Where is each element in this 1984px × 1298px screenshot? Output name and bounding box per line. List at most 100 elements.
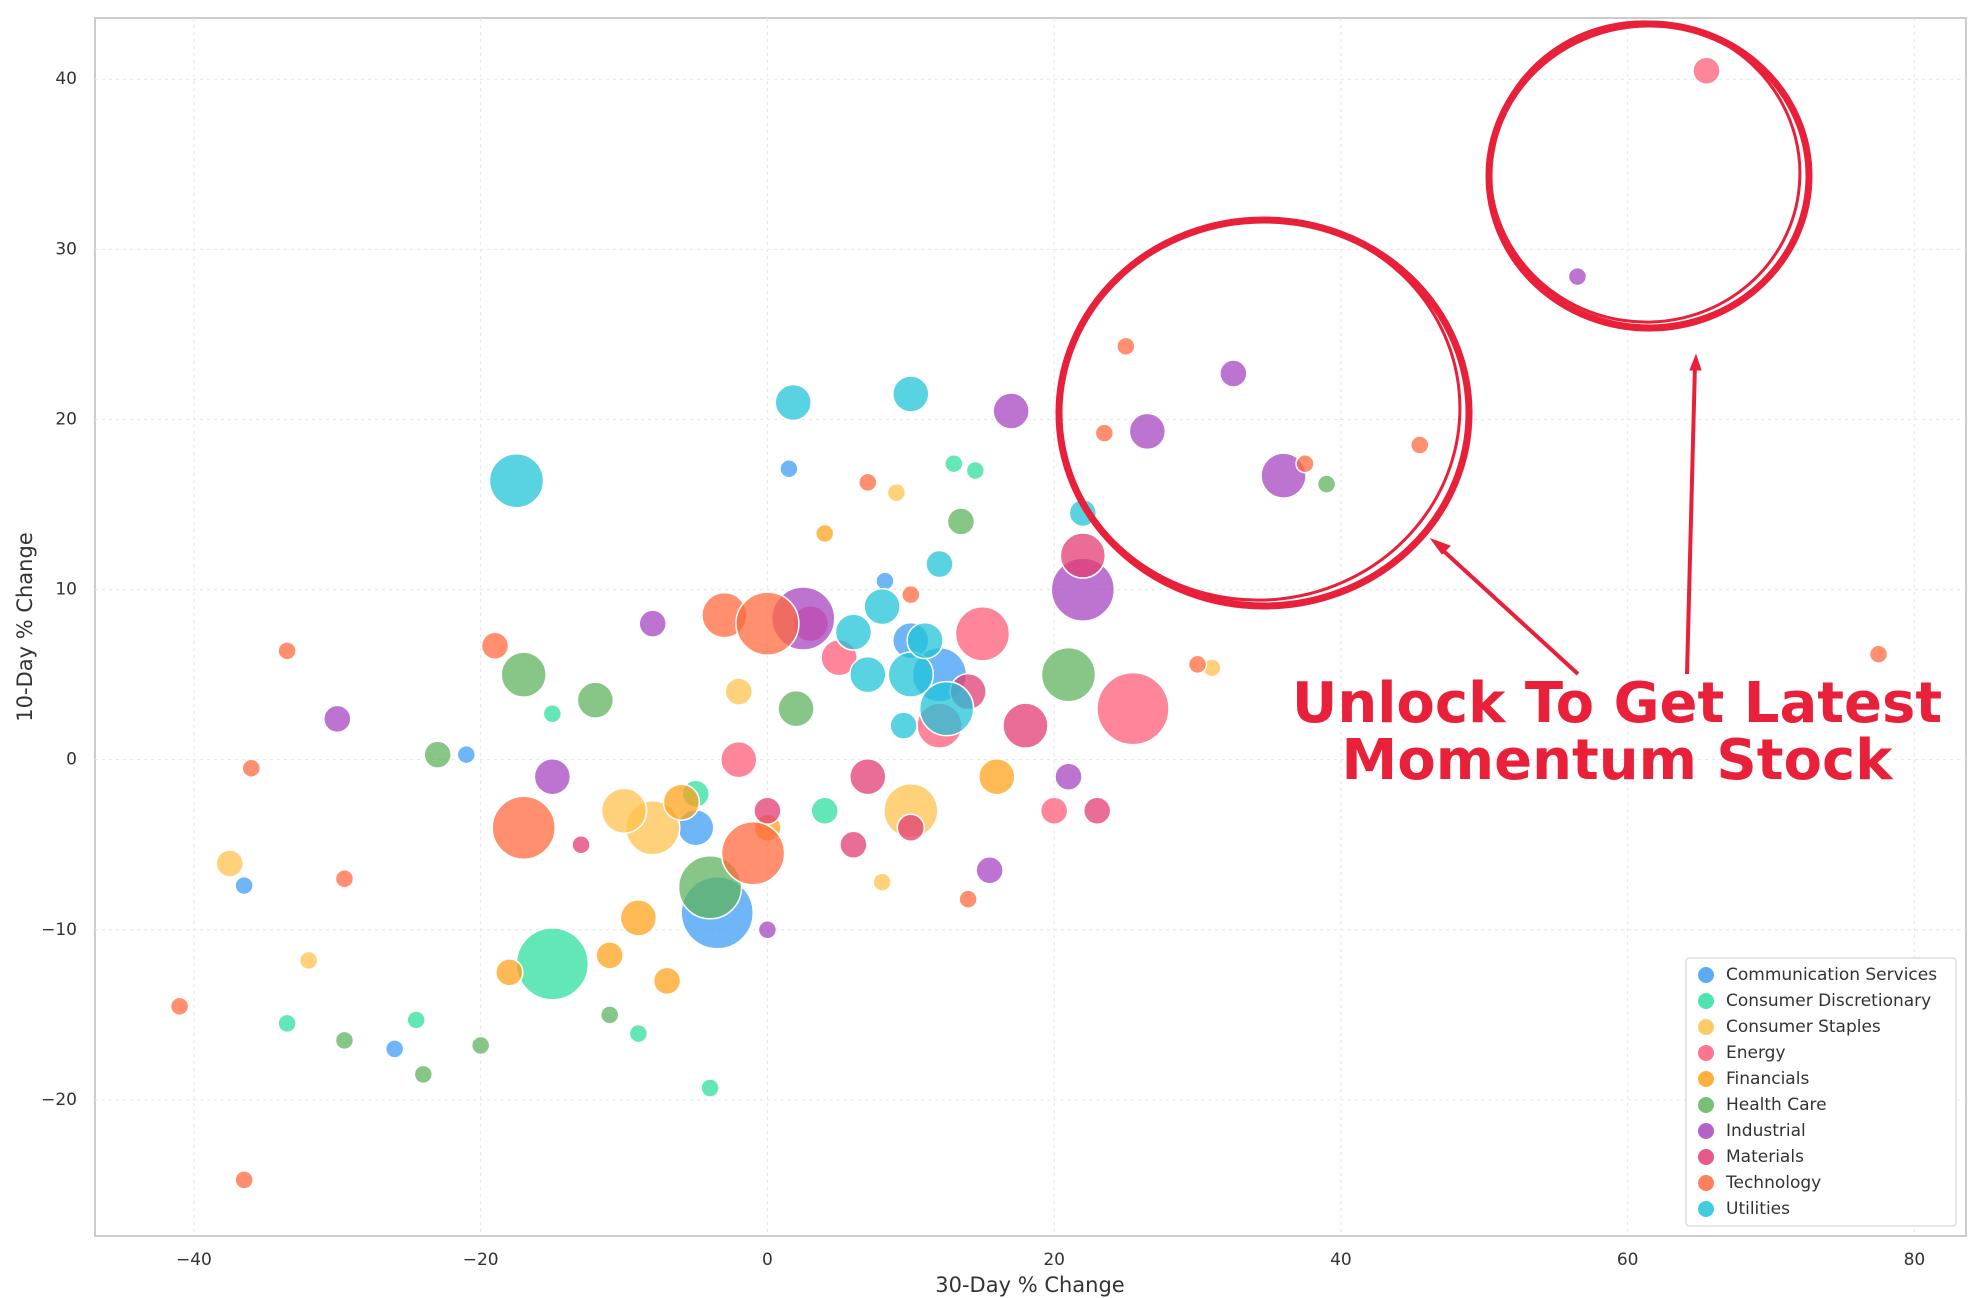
- bubble: [298, 950, 319, 971]
- legend-marker: [1698, 1201, 1714, 1217]
- bubble: [901, 584, 921, 605]
- bubble: [1094, 423, 1115, 443]
- bubble: [488, 452, 545, 509]
- bubble: [849, 757, 887, 796]
- bubble: [886, 482, 907, 503]
- legend-label: Technology: [1725, 1173, 1821, 1193]
- x-tick-label: 20: [1043, 1250, 1065, 1270]
- y-tick-label: 30: [55, 239, 77, 259]
- bubble: [1219, 359, 1248, 388]
- legend-label: Industrial: [1726, 1121, 1806, 1141]
- legend-marker: [1698, 1123, 1714, 1139]
- legend-label: Energy: [1726, 1043, 1786, 1063]
- bubble: [965, 460, 986, 481]
- legend-box: [1685, 957, 1957, 1227]
- bubble: [491, 795, 556, 860]
- x-tick-label: 40: [1330, 1250, 1352, 1270]
- marks: [169, 56, 1889, 1190]
- bubble: [334, 1030, 355, 1051]
- x-axis-label: 30-Day % Change: [935, 1273, 1124, 1297]
- bubble: [515, 927, 590, 1001]
- bubble: [975, 856, 1004, 885]
- bubble: [724, 677, 753, 706]
- bubble: [599, 1005, 620, 1025]
- bubble: [1082, 796, 1112, 825]
- bubble: [406, 1010, 426, 1030]
- bubble: [958, 889, 978, 909]
- x-tick-label: 0: [762, 1250, 773, 1270]
- highlight-circle: [1488, 20, 1802, 324]
- bubble: [757, 920, 778, 940]
- bubble: [595, 941, 624, 970]
- plot-frame: [94, 17, 1967, 1237]
- y-tick-label: −10: [41, 920, 77, 940]
- legend-label: Health Care: [1726, 1095, 1827, 1115]
- bubble: [892, 375, 930, 413]
- bubble: [495, 958, 524, 987]
- bubble: [858, 472, 878, 493]
- bubble: [334, 869, 355, 889]
- legend-marker: [1698, 967, 1714, 983]
- bubble: [815, 523, 835, 544]
- bubble: [863, 587, 901, 626]
- y-tick-label: −20: [41, 1090, 77, 1110]
- bubble: [1868, 644, 1889, 664]
- bubble: [638, 609, 667, 638]
- bubble: [384, 1039, 405, 1059]
- bubble: [1002, 702, 1049, 749]
- legend-label: Consumer Staples: [1726, 1017, 1881, 1037]
- legend: Communication Services Consumer Discretio…: [1685, 957, 1957, 1227]
- bubble: [1054, 762, 1083, 791]
- bubble: [1187, 654, 1208, 675]
- bubble: [774, 383, 812, 422]
- bubble: [700, 1078, 720, 1098]
- arrow: [1435, 543, 1580, 676]
- bubble: [277, 641, 297, 661]
- y-tick-label: 10: [55, 580, 77, 600]
- legend-marker: [1698, 1045, 1714, 1061]
- bubble: [720, 820, 786, 886]
- legend-label: Financials: [1726, 1069, 1809, 1089]
- bubble: [456, 744, 477, 765]
- bubble: [906, 621, 944, 660]
- bubble: [1116, 336, 1136, 357]
- bubble: [628, 1023, 649, 1044]
- y-axis-label: 10-Day % Change: [13, 532, 37, 721]
- bubble: [234, 1170, 254, 1190]
- bubble: [1096, 671, 1170, 746]
- bubble: [662, 783, 701, 821]
- bubble: [470, 1035, 491, 1056]
- bubble: [423, 740, 452, 769]
- bubble: [571, 834, 591, 855]
- legend-label: Utilities: [1726, 1199, 1790, 1219]
- bubble: [323, 704, 352, 734]
- bubble: [277, 1013, 297, 1034]
- highlight-circle: [1058, 218, 1462, 602]
- bubble: [1059, 532, 1107, 579]
- bubble: [1316, 474, 1337, 494]
- x-tick-label: −40: [176, 1250, 212, 1270]
- bubble: [735, 591, 800, 656]
- bubble: [480, 631, 510, 660]
- bubble: [234, 875, 254, 896]
- legend-marker: [1698, 1097, 1714, 1113]
- legend-label: Communication Services: [1726, 965, 1937, 985]
- legend-marker: [1698, 1149, 1714, 1165]
- y-tick-label: 20: [55, 409, 77, 429]
- bubble: [215, 849, 245, 878]
- bubble: [1260, 452, 1307, 499]
- bubble: [849, 655, 887, 694]
- bubble: [889, 711, 918, 740]
- bubble: [944, 453, 964, 474]
- arrow-head: [1429, 537, 1451, 555]
- bubble: [600, 787, 648, 834]
- bubble: [677, 855, 743, 920]
- annotation: Momentum Stock: [1342, 728, 1895, 793]
- bubble: [719, 740, 758, 779]
- bubble: [1128, 412, 1167, 451]
- bubble: [576, 681, 615, 719]
- legend-label: Materials: [1726, 1147, 1804, 1167]
- bubble: [1039, 796, 1069, 825]
- bubble: [241, 758, 262, 778]
